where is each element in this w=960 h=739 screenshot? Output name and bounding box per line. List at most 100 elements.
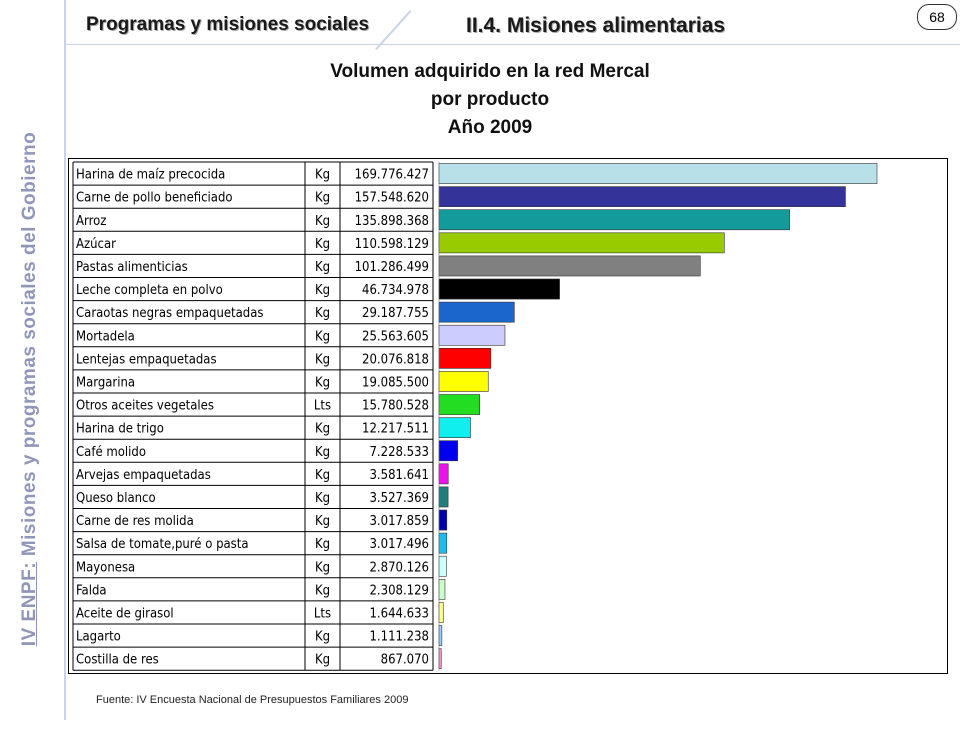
bar <box>438 324 506 346</box>
table-product-label: Lentejas empaquetadas <box>76 352 217 367</box>
chart-title-line-1: Volumen adquirido en la red Mercal <box>330 61 650 82</box>
table-value-label: 46.734.978 <box>362 283 429 298</box>
table-unit-label: Kg <box>315 260 330 275</box>
table-value-label: 2.870.126 <box>369 560 429 575</box>
bar <box>438 509 448 531</box>
chart-title-line-3: Año 2009 <box>447 117 533 138</box>
table-product-label: Falda <box>76 583 107 598</box>
section-title: Programas y misiones sociales <box>86 14 370 35</box>
table-value-label: 2.308.129 <box>369 583 429 598</box>
source-note: Fuente: IV Encuesta Nacional de Presupue… <box>96 694 409 706</box>
table-product-label: Pastas alimenticias <box>76 260 188 275</box>
table-value-label: 15.780.528 <box>362 399 429 414</box>
table-product-label: Leche completa en polvo <box>76 283 223 298</box>
side-label: IV ENPF: Misiones y programas sociales d… <box>19 39 41 739</box>
table-unit-label: Kg <box>315 653 330 668</box>
chart-frame: Harina de maíz precocida Kg 169.776.427 Car… <box>68 158 948 674</box>
table-value-label: 169.776.427 <box>355 168 429 183</box>
bar <box>438 440 458 462</box>
table-product-label: Carne de res molida <box>76 514 194 529</box>
chart-title: Volumen adquirido en la red Mercal por p… <box>290 58 690 142</box>
table-unit-label: Kg <box>315 583 330 598</box>
page-number-badge: 68 <box>917 4 957 30</box>
side-label-lead: IV ENPF: <box>19 561 40 647</box>
table-value-label: 25.563.605 <box>362 329 429 344</box>
table-value-label: 101.286.499 <box>355 260 429 275</box>
bar <box>438 301 515 323</box>
table-product-label: Otros aceites vegetales <box>76 399 214 414</box>
table-product-label: Salsa de tomate,puré o pasta <box>76 537 249 552</box>
bar <box>438 648 442 670</box>
table-unit-label: Kg <box>315 560 330 575</box>
table-product-label: Arvejas empaquetadas <box>76 468 211 483</box>
table-product-label: Carne de pollo beneficiado <box>76 191 233 206</box>
table-value-label: 157.548.620 <box>355 191 429 206</box>
table-product-label: Mayonesa <box>76 560 135 575</box>
table-unit-label: Lts <box>314 399 331 414</box>
table-product-label: Harina de trigo <box>76 422 164 437</box>
table-product-label: Harina de maíz precocida <box>76 168 225 183</box>
bar <box>438 463 449 485</box>
table-value-label: 135.898.368 <box>355 214 429 229</box>
table-unit-label: Kg <box>315 468 330 483</box>
table-value-label: 12.217.511 <box>362 422 429 437</box>
table-product-label: Mortadela <box>76 329 135 344</box>
table-value-label: 20.076.818 <box>362 352 429 367</box>
table-value-label: 3.527.369 <box>369 491 429 506</box>
table-value-label: 29.187.755 <box>362 306 429 321</box>
table-value-label: 3.017.496 <box>369 537 429 552</box>
table-value-label: 1.644.633 <box>369 606 429 621</box>
side-divider <box>64 0 66 720</box>
table-unit-label: Kg <box>315 283 330 298</box>
table-product-label: Aceite de girasol <box>76 606 174 621</box>
bar <box>438 417 471 439</box>
table-value-label: 19.085.500 <box>362 375 429 390</box>
bar <box>438 486 449 508</box>
bar <box>438 532 448 554</box>
bar <box>438 625 443 646</box>
table-unit-label: Kg <box>315 191 330 206</box>
table-unit-label: Kg <box>315 329 330 344</box>
table-product-label: Arroz <box>76 214 106 229</box>
table-unit-label: Kg <box>315 630 330 645</box>
table-unit-label: Kg <box>315 537 330 552</box>
bar <box>438 209 790 231</box>
table-value-label: 3.017.859 <box>369 514 429 529</box>
bar <box>438 232 725 254</box>
table-unit-label: Kg <box>315 168 330 183</box>
bar <box>438 255 701 277</box>
table-unit-label: Lts <box>314 606 331 621</box>
table-value-label: 3.581.641 <box>369 468 429 483</box>
bar <box>438 278 560 300</box>
table-product-label: Margarina <box>76 375 135 390</box>
table-value-label: 110.598.129 <box>355 237 429 252</box>
subsection-title: II.4. Misiones alimentarias <box>466 14 726 37</box>
bar <box>438 371 489 392</box>
bar <box>438 394 481 415</box>
chart-title-line-2: por producto <box>430 89 550 110</box>
bar <box>438 348 492 369</box>
side-band <box>0 0 60 720</box>
bar <box>438 602 444 623</box>
bar-chart: Harina de maíz precocida Kg 169.776.427 Car… <box>72 161 878 671</box>
table-unit-label: Kg <box>315 237 330 252</box>
table-unit-label: Kg <box>315 352 330 367</box>
bar <box>438 555 447 577</box>
table-unit-label: Kg <box>315 375 330 390</box>
table-unit-label: Kg <box>315 514 330 529</box>
table-product-label: Costilla de res <box>76 653 159 668</box>
header-divider <box>66 44 960 45</box>
table-product-label: Queso blanco <box>76 491 156 506</box>
table-product-label: Caraotas negras empaquetadas <box>76 306 264 321</box>
table-value-label: 867.070 <box>381 653 429 668</box>
table-unit-label: Kg <box>315 422 330 437</box>
bar <box>438 578 446 600</box>
table-product-label: Lagarto <box>76 630 121 645</box>
bar <box>438 163 878 184</box>
table-value-label: 1.111.238 <box>369 630 429 645</box>
table-unit-label: Kg <box>315 306 330 321</box>
table-product-label: Azúcar <box>76 237 116 252</box>
table-product-label: Café molido <box>76 445 146 460</box>
table-value-label: 7.228.533 <box>369 445 429 460</box>
table-unit-label: Kg <box>315 214 330 229</box>
